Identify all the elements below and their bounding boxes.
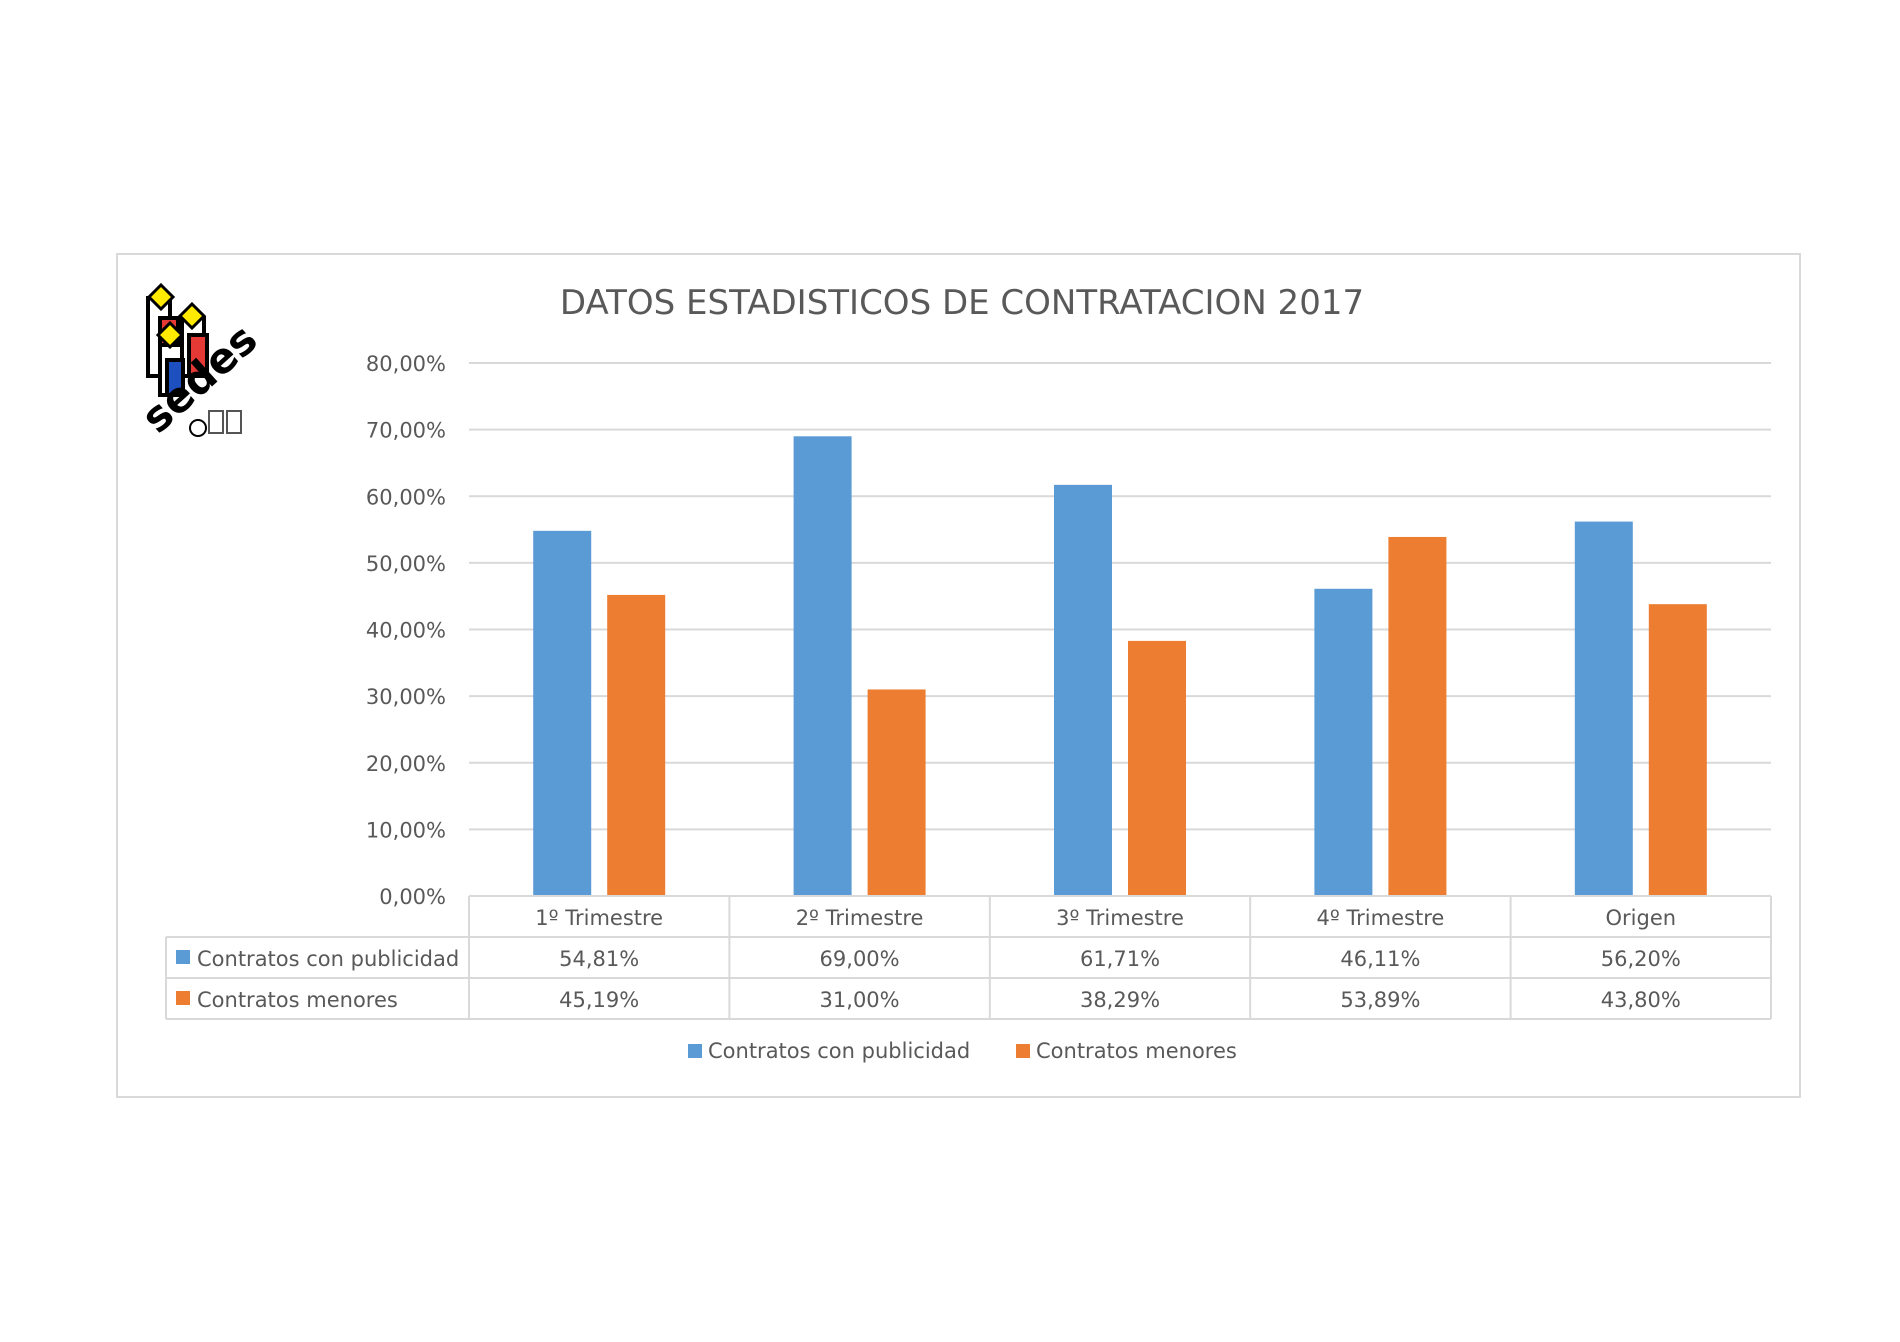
bar bbox=[867, 689, 926, 896]
data-label: 54,81% bbox=[559, 947, 639, 971]
y-tick-label: 40,00% bbox=[366, 619, 446, 643]
bar bbox=[1054, 484, 1112, 896]
bar bbox=[793, 436, 852, 896]
y-axis-tick-labels: 0,00% 10,00% 20,00% 30,00% 40,00% 50,00% 60,00… bbox=[366, 352, 446, 909]
data-table: 1º Trimestre 2º Trimestre 3º Trimestre 4º T… bbox=[165, 895, 1772, 1020]
chart-frame bbox=[116, 253, 1801, 1098]
legend: Contratos con publicidad Contratos menore… bbox=[688, 1039, 1237, 1063]
table-series-name: Contratos con publicidad bbox=[197, 947, 459, 971]
legend-item: Contratos menores bbox=[1016, 1039, 1237, 1063]
chart-title: DATOS ESTADISTICOS DE CONTRATACION 2017 bbox=[560, 283, 1364, 323]
legend-label: Contratos menores bbox=[1036, 1039, 1237, 1063]
data-label: 38,29% bbox=[1080, 988, 1160, 1012]
y-tick-label: 60,00% bbox=[366, 485, 446, 509]
y-tick-label: 70,00% bbox=[366, 419, 446, 443]
bar bbox=[1314, 588, 1373, 896]
y-tick-label: 80,00% bbox=[366, 352, 446, 376]
y-tick-label: 0,00% bbox=[379, 885, 446, 909]
logo-diamond bbox=[155, 320, 185, 350]
x-tick-label: Origen bbox=[1606, 906, 1677, 930]
logo-cert-mark bbox=[226, 410, 242, 434]
data-label: 56,20% bbox=[1601, 947, 1681, 971]
legend-item: Contratos con publicidad bbox=[688, 1039, 970, 1063]
bar bbox=[607, 594, 666, 896]
legend-swatch bbox=[1016, 1044, 1030, 1058]
logo-cert-mark bbox=[208, 410, 224, 434]
bar bbox=[1388, 536, 1447, 896]
data-label: 31,00% bbox=[820, 988, 900, 1012]
table-legend-key bbox=[176, 950, 190, 964]
legend-label: Contratos con publicidad bbox=[708, 1039, 970, 1063]
logo-seal bbox=[189, 419, 207, 437]
x-tick-label: 4º Trimestre bbox=[1317, 906, 1445, 930]
table-series-name: Contratos menores bbox=[197, 988, 398, 1012]
data-label: 53,89% bbox=[1340, 988, 1420, 1012]
logo-building bbox=[165, 358, 185, 397]
data-label: 61,71% bbox=[1080, 947, 1160, 971]
bar bbox=[1128, 640, 1186, 896]
logo-building bbox=[187, 333, 209, 377]
sedes-logo: sedes bbox=[132, 282, 267, 442]
legend-swatch bbox=[688, 1044, 702, 1058]
data-label: 46,11% bbox=[1340, 947, 1420, 971]
y-tick-label: 50,00% bbox=[366, 552, 446, 576]
logo-diamond bbox=[146, 282, 176, 312]
bars bbox=[533, 436, 1707, 896]
bar bbox=[1648, 604, 1707, 896]
x-tick-label: 2º Trimestre bbox=[796, 906, 924, 930]
x-tick-label: 3º Trimestre bbox=[1056, 906, 1184, 930]
bar bbox=[1574, 521, 1633, 896]
data-label: 45,19% bbox=[559, 988, 639, 1012]
table-legend-key bbox=[176, 991, 190, 1005]
y-tick-label: 10,00% bbox=[366, 818, 446, 842]
data-label: 69,00% bbox=[820, 947, 900, 971]
bar bbox=[533, 530, 592, 896]
y-tick-label: 30,00% bbox=[366, 685, 446, 709]
y-tick-label: 20,00% bbox=[366, 752, 446, 776]
logo-diamond bbox=[177, 301, 207, 331]
data-label: 43,80% bbox=[1601, 988, 1681, 1012]
x-tick-label: 1º Trimestre bbox=[535, 906, 663, 930]
